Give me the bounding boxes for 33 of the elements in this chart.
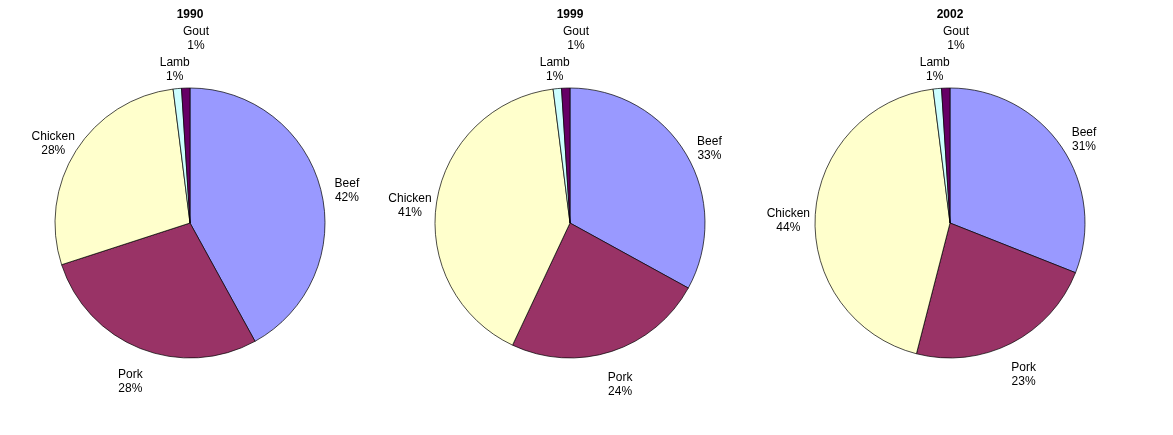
slice-label: Lamb	[539, 54, 571, 69]
data-label: 33%	[697, 147, 722, 162]
data-label: 44%	[776, 219, 801, 234]
data-label: 23%	[1011, 374, 1036, 389]
slice-label: Beef	[697, 133, 723, 148]
data-label: 42%	[334, 189, 360, 204]
chart-title: 2002	[936, 7, 964, 22]
chart-title: 1990	[176, 7, 204, 22]
data-label: 28%	[41, 143, 66, 158]
data-label: 1%	[546, 68, 564, 83]
chart-title: 1999	[556, 7, 584, 22]
data-label: 28%	[118, 380, 143, 395]
data-label: 1%	[926, 68, 944, 83]
data-label: 1%	[947, 38, 966, 53]
slice-label: Gout	[943, 24, 970, 39]
data-label: 1%	[187, 38, 206, 53]
slice-label: Lamb	[919, 54, 951, 69]
slice-label: Chicken	[766, 205, 810, 220]
data-label: 1%	[567, 38, 586, 53]
slice-label: Pork	[607, 370, 634, 385]
slice-label: Gout	[183, 24, 210, 39]
slice-label: Beef	[1071, 124, 1097, 139]
slice-label: Beef	[334, 175, 360, 190]
data-label: 41%	[397, 204, 423, 219]
slice-label: Lamb	[159, 54, 191, 69]
slice-label: Chicken	[388, 190, 432, 205]
slice-label: Pork	[118, 366, 144, 381]
data-label: 1%	[166, 68, 184, 83]
slice-label: Chicken	[31, 129, 75, 144]
data-label: 31%	[1071, 138, 1097, 153]
slice-label: Pork	[1011, 360, 1037, 375]
data-label: 24%	[608, 384, 633, 399]
slice-label: Gout	[563, 24, 590, 39]
